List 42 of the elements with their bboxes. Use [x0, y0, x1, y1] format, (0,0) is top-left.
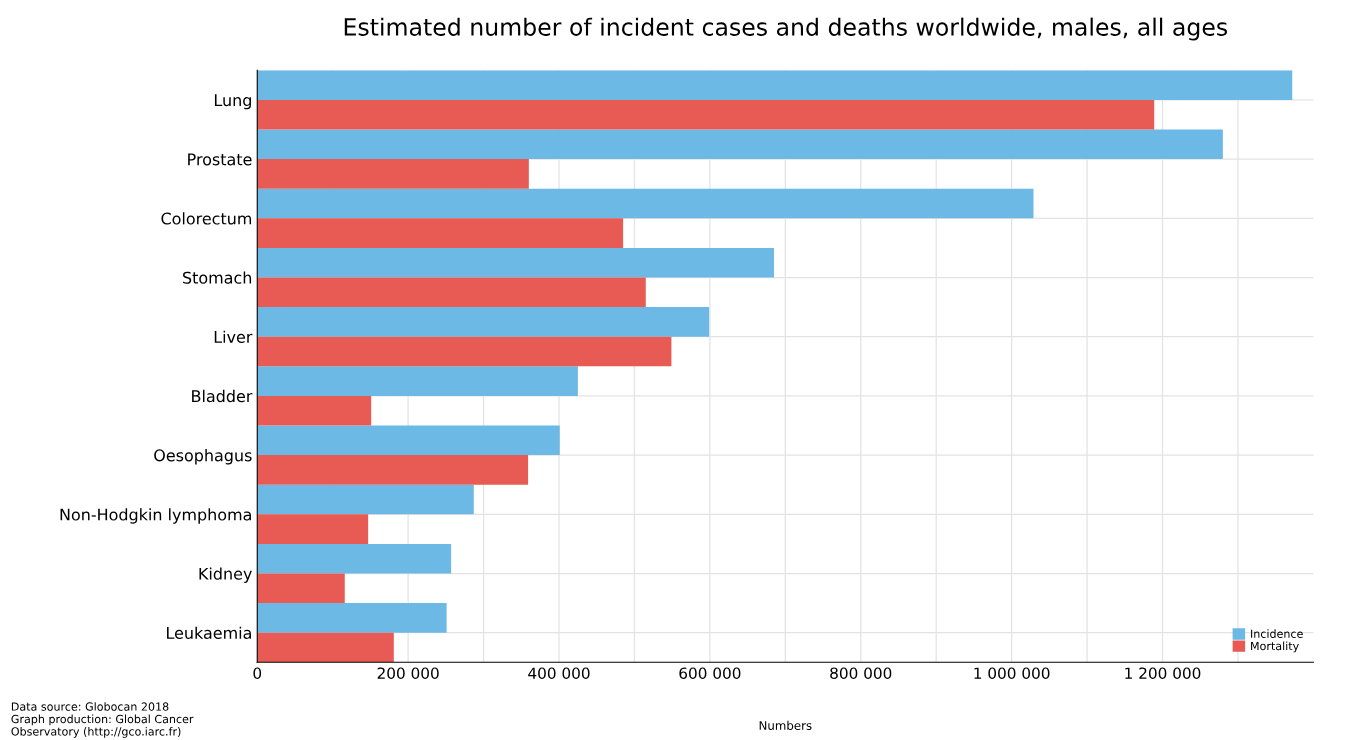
source-note: Data source: Globocan 2018 Graph production: Global Cancer Observatory (http://gco.iarc.fr) [11, 702, 194, 738]
bar [257, 188, 1034, 219]
bar [257, 514, 369, 544]
bar [257, 159, 529, 189]
bar [257, 307, 710, 337]
y-tick-label: Colorectum [161, 212, 252, 225]
y-tick-label: Prostate [188, 153, 252, 166]
x-tick-label: 600 000 [679, 667, 741, 679]
bar [257, 336, 672, 367]
bar [257, 218, 624, 248]
legend-label: Incidence [1251, 629, 1303, 638]
x-tick-label: 400 000 [528, 667, 590, 679]
bar [257, 129, 1223, 160]
y-tick-label: Non-Hodgkin lymphoma [60, 508, 251, 524]
bar [257, 455, 529, 485]
bar [257, 425, 560, 456]
bar [257, 247, 774, 278]
legend-label: Mortality [1251, 641, 1299, 653]
bar [257, 543, 452, 574]
bar [257, 70, 1293, 100]
x-tick-label: 0 [253, 667, 262, 679]
y-tick-label: Lung [214, 94, 251, 110]
bar [257, 366, 578, 396]
bar [257, 277, 646, 308]
x-tick-label: 1 200 000 [1125, 667, 1201, 679]
x-tick-label: 200 000 [377, 667, 439, 679]
chart-title: Estimated number of incident cases and deaths worldwide, males, all ages [344, 17, 1228, 41]
y-tick-label: Oesophagus [154, 449, 252, 465]
y-tick-label: Liver [214, 330, 253, 343]
x-tick-label: 1 000 000 [974, 667, 1050, 679]
bar [257, 484, 474, 515]
bar [257, 395, 372, 426]
bar [257, 99, 1155, 130]
bar [257, 573, 345, 604]
y-tick-label: Leukaemia [167, 626, 251, 639]
bar [257, 632, 394, 663]
x-tick-label: 800 000 [830, 667, 892, 679]
y-tick-label: Kidney [199, 567, 252, 583]
y-tick-label: Stomach [183, 271, 252, 284]
bar [257, 603, 447, 633]
y-tick-label: Bladder [192, 389, 253, 403]
x-axis-title: Numbers [759, 720, 812, 730]
